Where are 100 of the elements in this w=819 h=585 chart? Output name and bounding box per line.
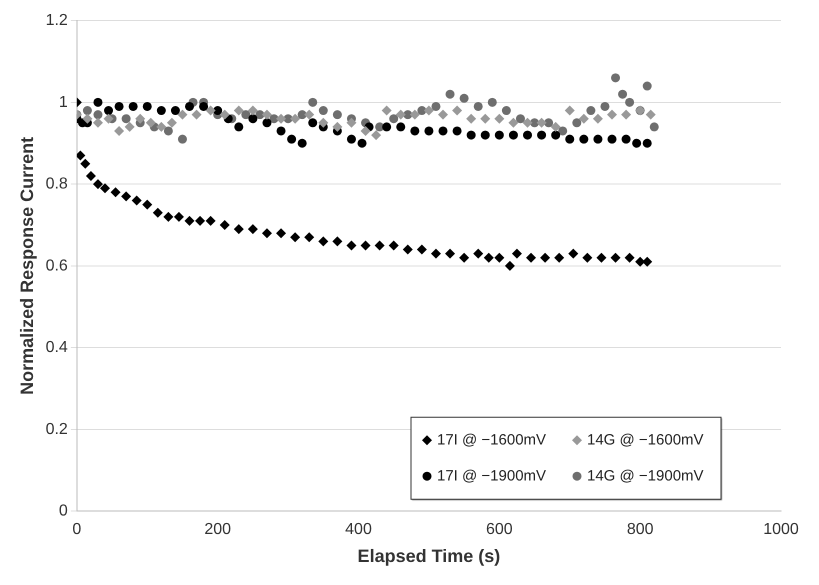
point — [410, 126, 420, 136]
x-tick-label: 200 — [204, 521, 232, 538]
x-tick-label: 1000 — [763, 521, 799, 538]
point — [642, 82, 652, 91]
point — [635, 256, 646, 267]
point — [625, 98, 634, 107]
point — [195, 216, 206, 226]
point — [480, 114, 490, 124]
point — [304, 232, 314, 242]
point — [551, 130, 560, 140]
point — [646, 110, 656, 120]
point — [92, 118, 103, 128]
point — [234, 122, 244, 132]
point — [80, 158, 90, 169]
point — [346, 118, 356, 128]
point — [494, 130, 504, 140]
point — [526, 252, 536, 263]
point — [579, 134, 588, 144]
x-tick-label: 0 — [72, 521, 82, 538]
point — [298, 138, 307, 148]
point — [156, 106, 166, 116]
point — [166, 118, 177, 128]
legend-label: 17I @ −1600mV — [437, 431, 546, 448]
point — [504, 260, 515, 271]
point — [346, 240, 356, 250]
x-tick-label: 600 — [486, 521, 513, 538]
point — [572, 118, 582, 128]
point — [104, 106, 114, 116]
point — [558, 126, 568, 136]
point — [523, 130, 532, 140]
point — [402, 244, 413, 255]
point — [618, 90, 628, 99]
point — [374, 240, 385, 250]
point — [248, 114, 258, 124]
point — [494, 114, 504, 124]
point — [287, 134, 296, 144]
point — [592, 114, 603, 124]
point — [608, 134, 616, 144]
point — [308, 98, 318, 107]
point — [234, 106, 244, 116]
point — [82, 114, 92, 124]
point — [554, 252, 564, 263]
point — [248, 106, 258, 116]
point — [466, 114, 476, 124]
point — [438, 110, 448, 120]
point — [452, 126, 462, 136]
x-axis-title: Elapsed Time (s) — [358, 546, 500, 566]
point — [371, 130, 382, 140]
point — [466, 130, 476, 140]
point — [474, 102, 483, 111]
point — [431, 102, 440, 111]
point — [522, 118, 533, 128]
point — [86, 170, 96, 181]
point — [537, 130, 546, 140]
point — [298, 110, 307, 120]
y-tick-label: 1 — [58, 94, 68, 111]
point — [177, 110, 188, 120]
point — [445, 248, 456, 259]
point — [494, 252, 504, 263]
point — [388, 240, 399, 250]
point — [650, 122, 659, 132]
point — [332, 236, 342, 246]
point — [607, 110, 617, 120]
point — [192, 110, 202, 120]
point — [262, 228, 272, 238]
point — [206, 216, 216, 226]
point — [142, 102, 152, 111]
point — [508, 118, 518, 128]
y-tick-label: 0.4 — [46, 339, 68, 356]
point — [185, 102, 194, 111]
point — [110, 187, 121, 198]
point — [632, 138, 642, 148]
point — [484, 252, 494, 263]
point — [624, 252, 635, 263]
point — [124, 122, 135, 132]
point — [93, 98, 102, 107]
x-tick-label: 800 — [626, 521, 654, 538]
point — [220, 220, 230, 230]
point — [174, 212, 184, 222]
point — [121, 191, 132, 202]
point — [622, 134, 631, 144]
point — [460, 94, 469, 103]
point — [382, 106, 392, 116]
point — [346, 134, 356, 144]
point — [382, 122, 392, 132]
point — [358, 138, 367, 148]
point — [164, 126, 173, 136]
point — [488, 98, 497, 107]
point — [248, 224, 258, 234]
point — [290, 114, 300, 124]
point — [586, 106, 596, 116]
point — [565, 134, 574, 144]
point — [220, 110, 230, 120]
y-tick-label: 0 — [58, 502, 68, 520]
y-tick-label: 0.8 — [46, 176, 68, 193]
point — [544, 118, 554, 128]
point — [332, 122, 342, 132]
point — [568, 248, 578, 259]
point — [360, 240, 371, 250]
point — [621, 110, 632, 120]
